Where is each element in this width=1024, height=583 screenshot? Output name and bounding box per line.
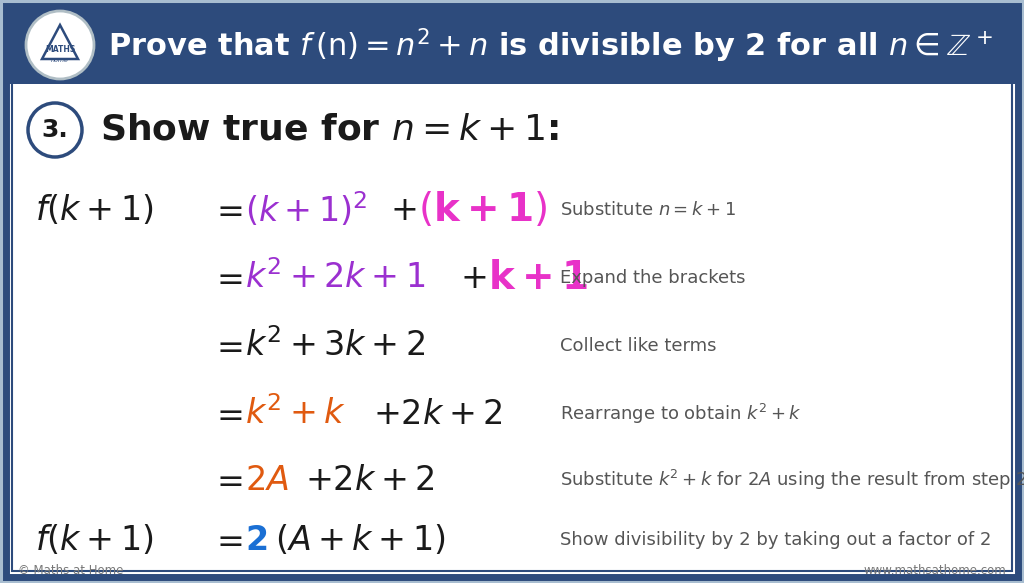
Text: $=$: $=$ <box>210 463 243 497</box>
Text: $k^2 + k$: $k^2 + k$ <box>245 396 346 431</box>
Text: $+ 2k + 2$: $+ 2k + 2$ <box>373 398 503 430</box>
Text: $(A + k + 1)$: $(A + k + 1)$ <box>275 523 445 557</box>
Text: Collect like terms: Collect like terms <box>560 337 717 355</box>
Text: $+ 2k + 2$: $+ 2k + 2$ <box>305 463 434 497</box>
Text: Expand the brackets: Expand the brackets <box>560 269 745 287</box>
Circle shape <box>28 103 82 157</box>
Text: $({\bf k+1})$: $({\bf k+1})$ <box>418 191 548 230</box>
Text: www.mathsathome.com: www.mathsathome.com <box>863 564 1006 578</box>
Text: $f(k+1)$: $f(k+1)$ <box>35 523 154 557</box>
Text: $=$: $=$ <box>210 194 243 227</box>
Text: $f(k+1)$: $f(k+1)$ <box>35 193 154 227</box>
Text: Prove that $f\,({\rm n}) = n^2 + n$ is divisible by 2 for all $n \in \mathbb{Z}^: Prove that $f\,({\rm n}) = n^2 + n$ is d… <box>108 27 993 65</box>
Text: MATHS: MATHS <box>45 44 75 54</box>
Text: $2A$: $2A$ <box>245 463 289 497</box>
FancyBboxPatch shape <box>6 6 1018 84</box>
Text: $=$: $=$ <box>210 524 243 557</box>
Text: Show true for $n = k + 1$:: Show true for $n = k + 1$: <box>100 113 559 147</box>
Text: 3.: 3. <box>42 118 69 142</box>
Text: $(k+1)^2$: $(k+1)^2$ <box>245 191 368 229</box>
Text: $\mathbf{2}$: $\mathbf{2}$ <box>245 524 267 557</box>
Text: Show divisibility by 2 by taking out a factor of 2: Show divisibility by 2 by taking out a f… <box>560 531 991 549</box>
Text: © Maths at Home: © Maths at Home <box>18 564 123 578</box>
Text: $+$: $+$ <box>460 262 486 294</box>
Text: $k^2 + 3k + 2$: $k^2 + 3k + 2$ <box>245 329 425 363</box>
Circle shape <box>26 11 94 79</box>
Text: ${\bf k + 1}$: ${\bf k + 1}$ <box>488 259 588 297</box>
Text: Substitute $n = k + 1$: Substitute $n = k + 1$ <box>560 201 736 219</box>
Text: $=$: $=$ <box>210 262 243 294</box>
Text: $=$: $=$ <box>210 329 243 363</box>
Text: $k^2 + 2k + 1$: $k^2 + 2k + 1$ <box>245 261 425 296</box>
Text: home: home <box>51 58 69 64</box>
Text: $=$: $=$ <box>210 398 243 430</box>
FancyBboxPatch shape <box>6 6 1018 577</box>
Text: Substitute $k^2 + k$ for $2A$ using the result from step 2: Substitute $k^2 + k$ for $2A$ using the … <box>560 468 1024 492</box>
Text: $+$: $+$ <box>390 194 417 227</box>
Text: Rearrange to obtain $k^2 + k$: Rearrange to obtain $k^2 + k$ <box>560 402 802 426</box>
